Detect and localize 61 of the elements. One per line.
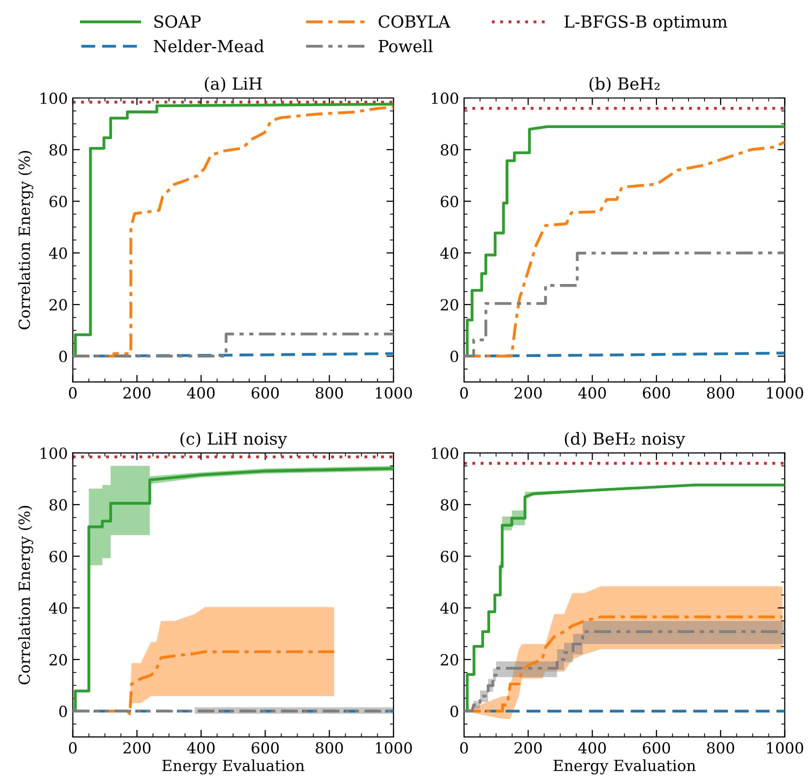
x-tick-label: 600 — [252, 742, 279, 754]
x-tick-label: 800 — [316, 742, 343, 754]
y-tick-label: 0 — [59, 706, 67, 718]
x-tick-label: 0 — [460, 742, 468, 754]
x-axis-title: Energy Evaluation — [554, 759, 696, 774]
y-tick-label: 20 — [440, 654, 458, 666]
y-tick-label: 100 — [432, 92, 458, 104]
x-tick-label: 400 — [186, 387, 215, 399]
y-tick-label: 100 — [432, 447, 458, 459]
chart-title: (b) BeH₂ — [590, 77, 660, 92]
y-tick-label: 80 — [50, 499, 67, 511]
x-tick-label: 200 — [514, 742, 542, 754]
y-tick-label: 40 — [48, 602, 67, 614]
y-tick-label: 60 — [50, 196, 67, 208]
x-tick-label: 200 — [123, 387, 151, 399]
x-tick-label: 400 — [578, 387, 606, 399]
x-tick-label: 0 — [68, 387, 77, 399]
legend-label: COBYLA — [378, 15, 450, 28]
chart-title: (d) BeH₂ noisy — [564, 432, 686, 448]
y-tick-label: 60 — [440, 196, 458, 208]
x-tick-label: 200 — [123, 742, 151, 754]
x-tick-label: 200 — [514, 387, 542, 399]
y-tick-label: 0 — [59, 350, 67, 362]
y-tick-label: 80 — [440, 499, 458, 511]
y-tick-label: 0 — [450, 706, 458, 718]
legend-label: Nelder-Mead — [154, 39, 264, 52]
y-axis-title: Correlation Energy (%) — [18, 506, 34, 684]
y-tick-label: 20 — [50, 654, 67, 666]
y-tick-label: 80 — [440, 144, 458, 156]
legend-label: L-BFGS-B optimum — [564, 15, 728, 32]
y-tick-label: 0 — [450, 350, 458, 362]
y-tick-label: 40 — [48, 247, 67, 259]
x-tick-label: 800 — [707, 742, 734, 754]
y-tick-label: 100 — [40, 92, 67, 104]
y-axis-title: Correlation Energy (%) — [18, 150, 34, 330]
x-tick-label: 800 — [316, 387, 343, 399]
y-tick-label: 20 — [440, 299, 458, 311]
x-tick-label: 1000 — [376, 742, 412, 754]
x-tick-label: 600 — [252, 387, 279, 399]
x-axis-title: Energy Evaluation — [162, 759, 304, 774]
legend-label: Powell — [378, 39, 433, 52]
y-tick-label: 60 — [440, 550, 458, 562]
x-tick-label: 400 — [578, 742, 606, 754]
y-tick-label: 100 — [40, 447, 67, 459]
x-tick-label: 400 — [186, 742, 215, 754]
y-tick-label: 20 — [50, 299, 67, 311]
x-tick-label: 0 — [68, 742, 77, 754]
x-tick-label: 600 — [642, 387, 670, 399]
x-tick-label: 0 — [460, 387, 468, 399]
y-tick-label: 40 — [440, 602, 458, 614]
x-tick-label: 800 — [707, 387, 734, 399]
y-tick-label: 60 — [50, 550, 67, 562]
legend-label: SOAP — [154, 15, 201, 28]
y-tick-label: 40 — [440, 247, 458, 259]
x-tick-label: 600 — [642, 742, 670, 754]
y-tick-label: 80 — [50, 144, 67, 156]
chart-title: (a) LiH — [204, 77, 262, 92]
chart-title: (c) LiH noisy — [180, 432, 288, 448]
x-tick-label: 1000 — [767, 387, 804, 399]
x-tick-label: 1000 — [767, 742, 804, 754]
x-tick-label: 1000 — [376, 387, 412, 399]
